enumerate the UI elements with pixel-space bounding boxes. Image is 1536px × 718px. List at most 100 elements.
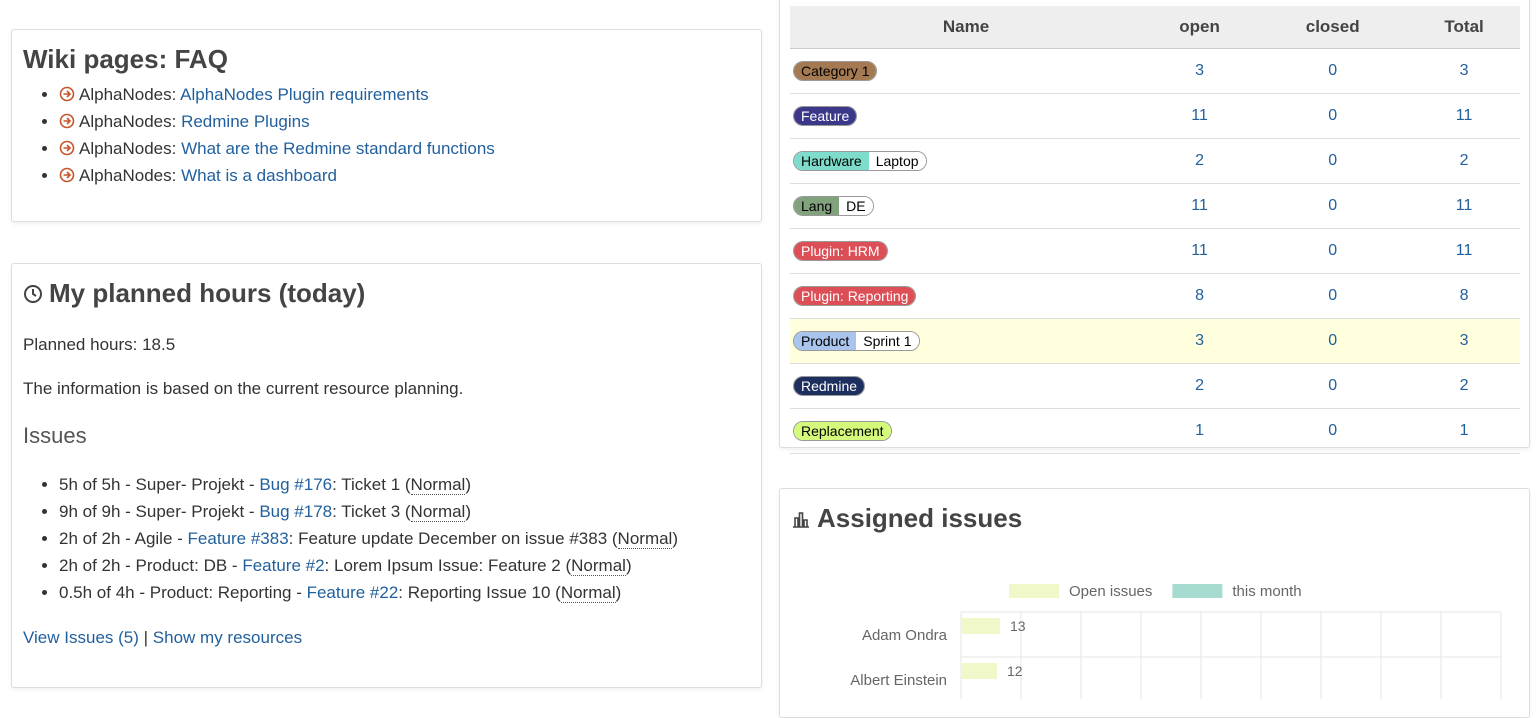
closed-cell: 0 [1257, 138, 1409, 184]
wiki-list: AlphaNodes: AlphaNodes Plugin requiremen… [23, 81, 750, 189]
open-count[interactable]: 2 [1195, 152, 1205, 169]
total-count[interactable]: 8 [1459, 287, 1469, 304]
name-cell: Plugin: HRM [790, 228, 1142, 274]
legend-swatch [1172, 584, 1223, 598]
open-cell: 1 [1142, 408, 1258, 454]
planned-panel: My planned hours (today) Planned hours: … [11, 263, 762, 688]
assigned-panel: Assigned issues Open issues this month Ada… [779, 488, 1530, 718]
name-cell: Category 1 [790, 48, 1142, 94]
total-count[interactable]: 2 [1459, 152, 1469, 169]
issue-link[interactable]: Feature #2 [242, 556, 325, 575]
open-count[interactable]: 11 [1191, 197, 1208, 214]
paren: ) [625, 556, 632, 575]
tag-value: DE [839, 197, 873, 215]
closed-cell: 0 [1257, 363, 1409, 409]
issue-info: 0.5h of 4h - Product: Reporting - [59, 583, 307, 602]
total-count[interactable]: 1 [1459, 422, 1469, 439]
closed-count[interactable]: 0 [1328, 62, 1338, 79]
tag-name: Redmine [794, 377, 865, 395]
tag: Plugin: HRM [793, 241, 888, 261]
total-count[interactable]: 11 [1455, 242, 1473, 259]
open-cell: 8 [1142, 273, 1258, 319]
value-label: 12 [1007, 663, 1023, 679]
separator: | [143, 628, 149, 647]
name-cell: Replacement [790, 408, 1142, 454]
closed-count[interactable]: 0 [1328, 377, 1338, 394]
open-count[interactable]: 3 [1195, 62, 1205, 79]
closed-count[interactable]: 0 [1328, 422, 1338, 439]
wiki-link[interactable]: Redmine Plugins [181, 112, 310, 131]
open-cell: 2 [1142, 138, 1258, 184]
open-count[interactable]: 2 [1195, 377, 1205, 394]
open-count[interactable]: 1 [1195, 422, 1205, 439]
paren: ) [672, 529, 679, 548]
issue-priority: Normal [571, 556, 626, 576]
tag-name: Category 1 [794, 62, 877, 80]
open-cell: 3 [1142, 48, 1258, 94]
total-cell: 2 [1408, 138, 1520, 184]
total-count[interactable]: 3 [1459, 332, 1469, 349]
open-count[interactable]: 8 [1195, 287, 1205, 304]
column-header: open [1142, 6, 1258, 49]
total-cell: 11 [1408, 183, 1520, 229]
closed-count[interactable]: 0 [1328, 107, 1338, 124]
total-count[interactable]: 3 [1459, 62, 1469, 79]
issue-link[interactable]: Feature #383 [187, 529, 289, 548]
tag: Product Sprint 1 [793, 331, 920, 351]
closed-count[interactable]: 0 [1328, 197, 1338, 214]
panel-title: My planned hours (today) [23, 278, 750, 309]
table-row: Hardware Laptop 2 0 2 [790, 138, 1520, 184]
closed-count[interactable]: 0 [1328, 152, 1338, 169]
issue-link[interactable]: Bug #178 [259, 502, 333, 521]
issue-priority: Normal [617, 529, 673, 549]
tag-name: Product [794, 332, 857, 350]
tag: Feature [793, 106, 858, 126]
open-count[interactable]: 11 [1191, 107, 1208, 124]
view-issues-link[interactable]: View Issues (5) [23, 628, 139, 647]
open-cell: 11 [1142, 183, 1258, 229]
total-count[interactable]: 11 [1455, 107, 1473, 124]
open-count[interactable]: 11 [1191, 242, 1208, 259]
issue-list: 5h of 5h - Super- Projekt - Bug #176: Ti… [23, 471, 750, 606]
issue-link[interactable]: Bug #176 [259, 475, 333, 494]
closed-count[interactable]: 0 [1328, 242, 1338, 259]
page-body: Wiki pages: FAQ AlphaNodes: AlphaNodes P… [0, 0, 1536, 698]
wiki-link[interactable]: What is a dashboard [181, 166, 337, 185]
table-row: Lang DE 11 0 11 [790, 183, 1520, 229]
total-cell: 1 [1408, 408, 1520, 454]
table-body: Category 1 3 0 3 Feature 11 0 11 Hardware Laptop 2… [790, 48, 1520, 454]
issue-link[interactable]: Feature #22 [306, 583, 399, 602]
open-cell: 11 [1142, 228, 1258, 274]
arrow-icon [59, 140, 75, 156]
issue-subject: : Ticket 1 ( [332, 475, 411, 494]
total-count[interactable]: 11 [1455, 197, 1473, 214]
legend-swatch [1009, 584, 1059, 598]
project-name: AlphaNodes: [79, 139, 177, 158]
total-cell: 3 [1408, 48, 1520, 94]
closed-count[interactable]: 0 [1328, 332, 1338, 349]
header-row: Name open closed Total [790, 6, 1520, 49]
total-cell: 8 [1408, 273, 1520, 319]
resources-link[interactable]: Show my resources [152, 628, 303, 647]
issue-item: 2h of 2h - Product: DB - Feature #2: Lor… [59, 552, 750, 579]
panel-title: Assigned issues [791, 503, 1022, 534]
wiki-item: AlphaNodes: AlphaNodes Plugin requiremen… [59, 81, 750, 108]
issue-item: 9h of 9h - Super- Projekt - Bug #178: Ti… [59, 498, 750, 525]
arrow-icon [59, 113, 75, 129]
open-cell: 11 [1142, 93, 1258, 139]
closed-count[interactable]: 0 [1328, 287, 1338, 304]
total-count[interactable]: 2 [1459, 377, 1469, 394]
wiki-link[interactable]: AlphaNodes Plugin requirements [180, 85, 429, 104]
project-name: AlphaNodes: [79, 112, 177, 131]
issue-item: 5h of 5h - Super- Projekt - Bug #176: Ti… [59, 471, 750, 498]
closed-cell: 0 [1257, 408, 1409, 454]
open-cell: 3 [1142, 318, 1258, 364]
open-count[interactable]: 3 [1195, 332, 1205, 349]
wiki-link[interactable]: What are the Redmine standard functions [181, 139, 495, 158]
tag: Plugin: Reporting [793, 286, 917, 306]
closed-cell: 0 [1257, 273, 1409, 319]
tag-name: Plugin: HRM [794, 242, 887, 260]
wiki-item: AlphaNodes: Redmine Plugins [59, 108, 750, 135]
closed-cell: 0 [1257, 228, 1409, 274]
name-cell: Feature [790, 93, 1142, 139]
